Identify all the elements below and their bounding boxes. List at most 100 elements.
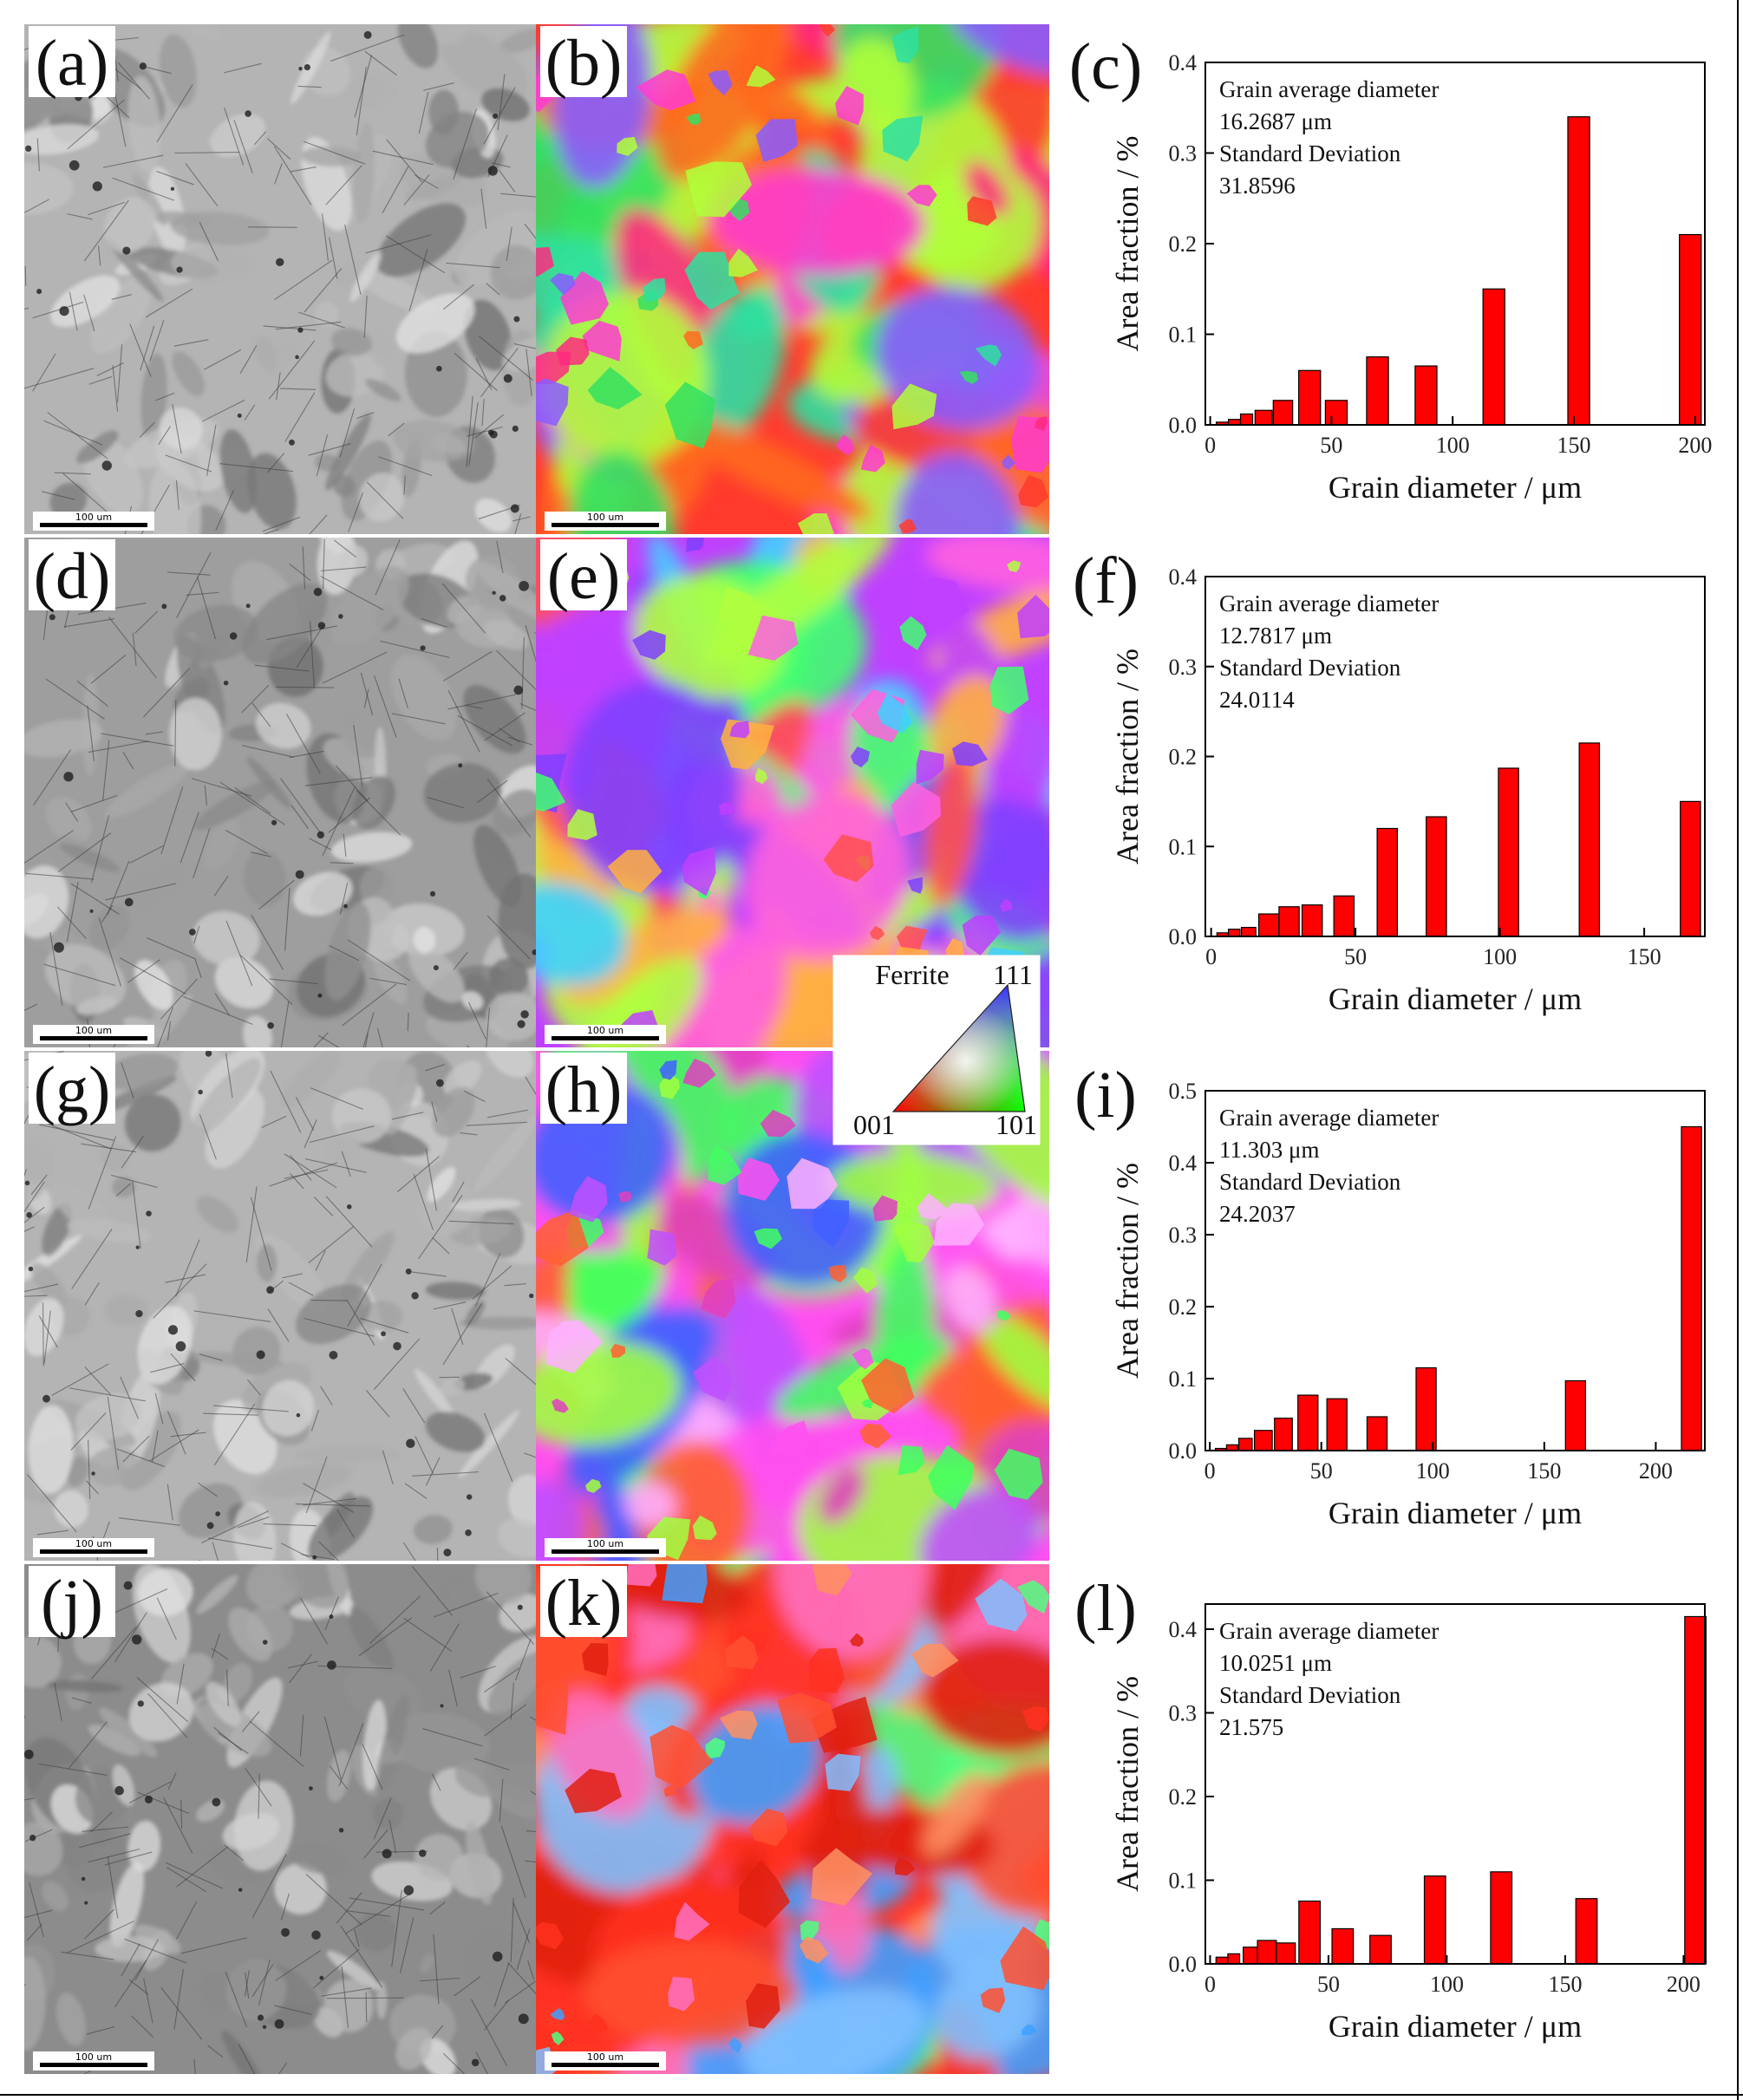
grain-boundary bbox=[149, 320, 165, 362]
pore bbox=[131, 1634, 142, 1645]
grain-region bbox=[352, 775, 395, 829]
grain-boundary bbox=[425, 1457, 441, 1486]
grain-boundary bbox=[160, 786, 184, 855]
grain-boundary bbox=[447, 694, 517, 710]
grain bbox=[849, 1633, 864, 1647]
grain bbox=[664, 382, 715, 449]
pore bbox=[139, 62, 147, 70]
pore bbox=[114, 1785, 124, 1796]
grain-boundary bbox=[418, 1195, 463, 1260]
grain-boundary bbox=[166, 1484, 173, 1521]
pore bbox=[24, 1750, 34, 1759]
grain-boundary bbox=[514, 513, 522, 534]
grain-region bbox=[341, 1231, 395, 1301]
pore bbox=[520, 1010, 529, 1019]
grain bbox=[610, 1343, 626, 1358]
grain-region bbox=[193, 780, 276, 830]
grain bbox=[861, 1358, 915, 1414]
grain-boundary bbox=[33, 749, 72, 806]
grain bbox=[1011, 416, 1049, 473]
stats-annotation-line: 10.0251 μm bbox=[1219, 1650, 1332, 1676]
grain-region bbox=[497, 1518, 536, 1558]
grain bbox=[569, 1176, 608, 1223]
grain-region bbox=[536, 1341, 682, 1447]
histogram-bar bbox=[1684, 1615, 1707, 1965]
micrograph-grid: 100 um(a)100 um(b)100 um(d)100 um(e)100 … bbox=[24, 24, 1049, 2074]
grain-boundary bbox=[364, 50, 397, 76]
grain-boundary bbox=[25, 872, 95, 880]
grain-boundary bbox=[382, 166, 409, 214]
grain-boundary bbox=[129, 845, 164, 864]
panel-label: (j) bbox=[41, 1567, 103, 1640]
grain-boundary bbox=[484, 1412, 513, 1482]
grain bbox=[891, 26, 919, 63]
grain-boundary bbox=[269, 978, 318, 985]
grain-boundary bbox=[454, 352, 498, 391]
grain-boundary bbox=[339, 408, 356, 458]
grain-boundary bbox=[84, 1366, 112, 1395]
grain-boundary bbox=[349, 1897, 424, 1911]
grain-region bbox=[90, 274, 153, 355]
pore bbox=[206, 1522, 214, 1529]
grain-boundary bbox=[505, 1980, 536, 2004]
grain-boundary bbox=[356, 66, 367, 136]
pore bbox=[420, 645, 426, 651]
scale-bar bbox=[552, 523, 659, 527]
grain-boundary bbox=[471, 1999, 507, 2066]
grain-region bbox=[101, 1143, 130, 1172]
grain-region bbox=[24, 1635, 62, 1688]
grain-boundary bbox=[147, 1692, 188, 1738]
grain-boundary bbox=[239, 345, 258, 375]
grain-boundary bbox=[87, 705, 95, 761]
pore bbox=[327, 1660, 336, 1670]
grain-region bbox=[451, 1198, 522, 1211]
histogram-bar bbox=[1324, 400, 1348, 426]
grain bbox=[663, 1784, 676, 1797]
grain-boundary bbox=[366, 481, 404, 519]
grain-region bbox=[415, 1368, 454, 1418]
x-tick-label: 100 bbox=[1416, 1458, 1450, 1484]
grain-region bbox=[47, 1680, 123, 1692]
grain bbox=[1022, 2024, 1037, 2036]
grain-region bbox=[413, 927, 436, 954]
grain-region bbox=[104, 761, 192, 819]
histogram-bar bbox=[1276, 1942, 1296, 1965]
grain-region bbox=[415, 1834, 464, 1881]
panel-label-background bbox=[540, 1053, 627, 1124]
grain-region bbox=[432, 1086, 475, 1138]
grain-boundary bbox=[443, 284, 475, 310]
grain-boundary bbox=[146, 937, 196, 960]
x-tick-label: 50 bbox=[1317, 1972, 1340, 1997]
grain-region bbox=[242, 583, 328, 664]
pore bbox=[49, 614, 55, 621]
grain-boundary bbox=[24, 1283, 59, 1293]
grain-boundary bbox=[436, 1548, 439, 1561]
grain-boundary bbox=[356, 789, 401, 836]
grain-region bbox=[192, 910, 260, 967]
grain-region bbox=[949, 24, 1049, 77]
pore bbox=[317, 831, 324, 839]
grain bbox=[811, 1696, 878, 1753]
grain-region bbox=[441, 30, 528, 101]
grain-region bbox=[242, 1015, 273, 1047]
pore bbox=[433, 965, 439, 971]
grain bbox=[755, 119, 798, 162]
grain-region bbox=[323, 738, 383, 782]
grain-boundary bbox=[166, 1021, 172, 1041]
grain-boundary bbox=[391, 1889, 402, 1967]
grain-boundary bbox=[329, 1765, 349, 1790]
grain-region bbox=[507, 1474, 536, 1528]
grain-boundary bbox=[45, 678, 105, 720]
panel-label: (b) bbox=[545, 27, 623, 100]
y-tick-label: 0.2 bbox=[1169, 1295, 1198, 1320]
grain bbox=[536, 1209, 589, 1267]
grain-boundary bbox=[474, 414, 505, 439]
grain-region bbox=[709, 168, 926, 276]
grain-region bbox=[958, 1761, 1049, 1918]
pore bbox=[229, 632, 238, 640]
grain-boundary bbox=[165, 1862, 224, 1889]
grain-region bbox=[359, 867, 394, 908]
grain-boundary bbox=[324, 1596, 339, 1630]
grain bbox=[898, 518, 917, 534]
grain-boundary bbox=[67, 99, 125, 150]
